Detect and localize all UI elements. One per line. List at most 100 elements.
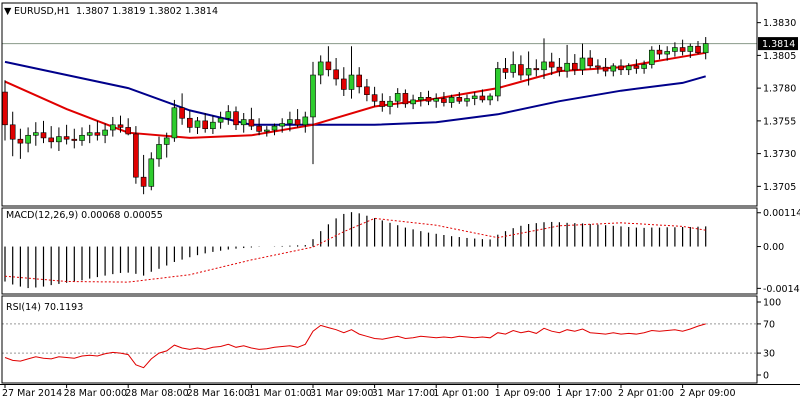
bearish-candle: [125, 127, 131, 135]
bullish-candle: [641, 64, 647, 69]
bearish-candle: [587, 57, 594, 67]
bullish-candle: [672, 47, 678, 52]
bullish-candle: [487, 95, 493, 101]
bearish-candle: [548, 61, 555, 68]
rsi-panel-border: [1, 295, 758, 384]
bearish-candle: [9, 124, 16, 140]
bearish-candle: [402, 93, 409, 105]
price-tick-label: 1.3805: [763, 51, 796, 62]
bullish-candle: [394, 93, 401, 102]
price-tick-label: 1.3730: [763, 149, 796, 160]
current-price-badge-text: 1.3814: [762, 39, 795, 50]
bullish-candle: [464, 98, 470, 102]
bullish-candle: [56, 136, 62, 143]
bullish-candle: [579, 57, 586, 71]
bullish-candle: [171, 107, 178, 139]
bearish-candle: [256, 125, 262, 132]
bearish-candle: [48, 137, 55, 143]
bearish-candle: [117, 124, 124, 128]
bearish-candle: [94, 132, 101, 136]
bullish-candle: [541, 61, 547, 71]
bearish-candle: [618, 65, 624, 71]
bullish-candle: [148, 158, 155, 187]
bullish-candle: [271, 125, 278, 131]
bullish-candle: [702, 43, 709, 54]
bearish-candle: [248, 119, 255, 127]
time-tick-label: 31 Mar 01:00: [248, 388, 311, 399]
bearish-candle: [371, 94, 378, 102]
price-panel-border: [1, 2, 758, 207]
bearish-candle: [502, 68, 509, 73]
bullish-candle: [471, 95, 478, 99]
time-tick-label: 27 Mar 2014: [2, 388, 62, 399]
bullish-candle: [648, 49, 655, 65]
bearish-candle: [595, 65, 601, 68]
bullish-candle: [525, 68, 532, 76]
price-tick-label: 1.3755: [763, 116, 796, 127]
bearish-candle: [325, 61, 332, 71]
time-tick-label: 1 Apr 01:00: [433, 388, 489, 399]
time-tick-label: 1 Apr 17:00: [556, 388, 612, 399]
bullish-candle: [263, 129, 270, 132]
rsi-panel[interactable]: 100 70 30 0: [2, 298, 781, 382]
bullish-candle: [32, 132, 39, 136]
time-tick-label: 28 Mar 16:00: [187, 388, 250, 399]
bullish-candle: [310, 74, 316, 118]
time-tick-label: 31 Mar 17:00: [372, 388, 435, 399]
bullish-candle: [225, 111, 232, 119]
bullish-candle: [494, 68, 501, 97]
bullish-candle: [102, 129, 108, 136]
bullish-candle: [610, 65, 617, 72]
bearish-candle: [633, 65, 640, 69]
bullish-candle: [79, 134, 85, 141]
price-panel[interactable]: 1.3830 1.3805 1.3780 1.3755 1.3730 1.3705 1.38…: [2, 18, 798, 195]
rsi-tick-label: 100: [763, 298, 781, 309]
bullish-candle: [156, 144, 162, 160]
time-tick-label: 2 Apr 01:00: [618, 388, 674, 399]
bearish-candle: [479, 95, 486, 101]
time-tick-label: 1 Apr 09:00: [495, 388, 551, 399]
bullish-candle: [687, 45, 694, 52]
bearish-candle: [2, 91, 8, 126]
bullish-candle: [194, 120, 201, 128]
bullish-candle: [210, 121, 216, 130]
bearish-candle: [456, 96, 463, 102]
macd-tick-label: 0.00114: [763, 208, 800, 219]
bearish-candle: [140, 176, 147, 187]
bearish-candle: [233, 111, 239, 126]
bullish-candle: [387, 100, 393, 107]
bearish-candle: [133, 133, 139, 178]
bearish-candle: [533, 68, 540, 71]
current-price-badge: [758, 37, 798, 51]
bullish-candle: [25, 134, 31, 144]
bearish-candle: [379, 100, 386, 107]
bullish-candle: [417, 96, 424, 101]
bullish-candle: [240, 119, 247, 126]
bearish-candle: [71, 138, 78, 141]
bearish-candle: [679, 47, 686, 52]
bullish-candle: [217, 117, 224, 123]
bullish-candle: [287, 119, 293, 124]
bullish-candle: [86, 132, 93, 136]
bearish-candle: [294, 119, 301, 126]
bearish-candle: [356, 74, 363, 88]
collapse-arrow-icon[interactable]: ▼: [4, 6, 12, 17]
bullish-candle: [664, 51, 671, 55]
bearish-candle: [571, 62, 578, 71]
bearish-candle: [202, 120, 208, 130]
price-tick-label: 1.3780: [763, 84, 796, 95]
bullish-candle: [163, 137, 170, 145]
bullish-candle: [448, 96, 455, 103]
time-tick-label: 28 Mar 08:00: [125, 388, 188, 399]
price-tick-label: 1.3830: [763, 18, 796, 29]
bearish-candle: [333, 69, 339, 80]
time-tick-label: 2 Apr 09:00: [680, 388, 736, 399]
time-tick-label: 28 Mar 00:00: [64, 388, 127, 399]
macd-panel-border: [1, 207, 758, 295]
rsi-tick-label: 0: [763, 371, 769, 382]
